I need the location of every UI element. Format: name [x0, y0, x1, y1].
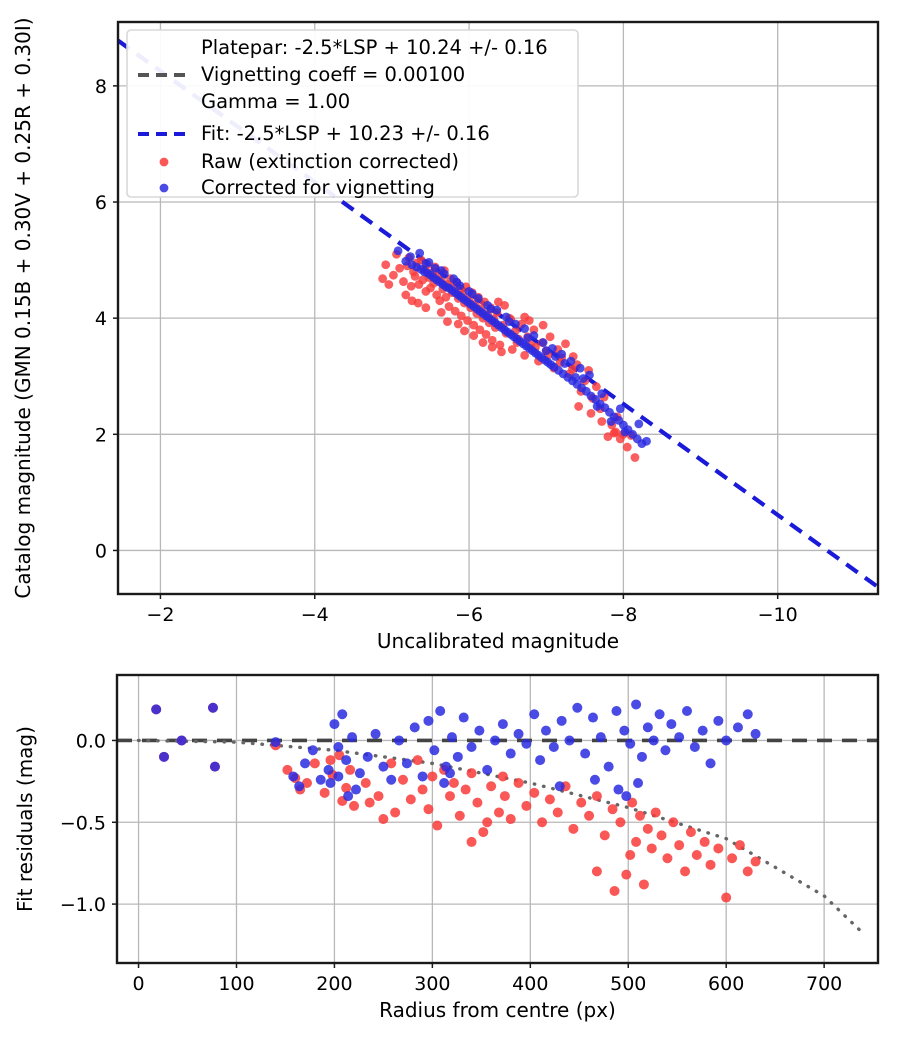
- legend-label-platepar-line1: Platepar: -2.5*LSP + 10.24 +/- 0.16: [201, 36, 548, 59]
- top-xaxis-label: Uncalibrated magnitude: [377, 629, 619, 653]
- top-ytick-label: 8: [95, 76, 107, 98]
- bottom-xtick-label: 500: [610, 973, 646, 995]
- top-scatter-corrected: [393, 246, 651, 448]
- legend-label-raw: Raw (extinction corrected): [201, 150, 459, 173]
- bottom-ytick-label: −0.5: [60, 812, 106, 834]
- bottom-xtick-label: 200: [316, 973, 352, 995]
- bottom-plot-frame: [115, 673, 880, 965]
- bottom-xtick-label: 100: [218, 973, 254, 995]
- top-xtick-label: −10: [758, 604, 798, 626]
- bottom-xtick-label: 600: [708, 973, 744, 995]
- legend-label-platepar-line3: Gamma = 1.00: [201, 90, 350, 113]
- bottom-xtick-label: 300: [414, 973, 450, 995]
- top-ytick-label: 0: [95, 540, 107, 562]
- bottom-plot-background: [117, 675, 878, 963]
- bottom-ytick-label: 0.0: [76, 730, 106, 752]
- top-ytick-label: 2: [95, 424, 107, 446]
- top-xtick-label: −2: [146, 604, 174, 626]
- bottom-scatter-corrected: [151, 699, 761, 802]
- legend-label-platepar-line2: Vignetting coeff = 0.00100: [201, 63, 465, 86]
- bottom-vignetting-curve: [136, 738, 866, 936]
- top-ytick-label: 4: [95, 308, 107, 330]
- legend-label-corrected: Corrected for vignetting: [201, 176, 435, 199]
- bottom-yaxis-label: Fit residuals (mag): [13, 726, 37, 912]
- top-xtick-label: −4: [301, 604, 329, 626]
- bottom-xtick-label: 400: [512, 973, 548, 995]
- bottom-xtick-label: 700: [806, 973, 842, 995]
- top-xtick-label: −6: [455, 604, 483, 626]
- legend-handle-corrected-marker: [159, 183, 169, 193]
- top-xtick-label: −8: [609, 604, 637, 626]
- top-plot-frame: [116, 20, 880, 596]
- top-yaxis-label: Catalog magnitude (GMN 0.15B + 0.30V + 0…: [11, 17, 35, 598]
- legend-box: [126, 29, 579, 198]
- top-ytick-label: 6: [95, 192, 107, 214]
- bottom-xtick-label: 0: [133, 973, 145, 995]
- bottom-ytick-label: −1.0: [60, 894, 106, 916]
- bottom-xaxis-label: Radius from centre (px): [379, 998, 616, 1022]
- legend-handle-raw-marker: [159, 157, 169, 167]
- legend-label-fit: Fit: -2.5*LSP + 10.23 +/- 0.16: [201, 122, 490, 145]
